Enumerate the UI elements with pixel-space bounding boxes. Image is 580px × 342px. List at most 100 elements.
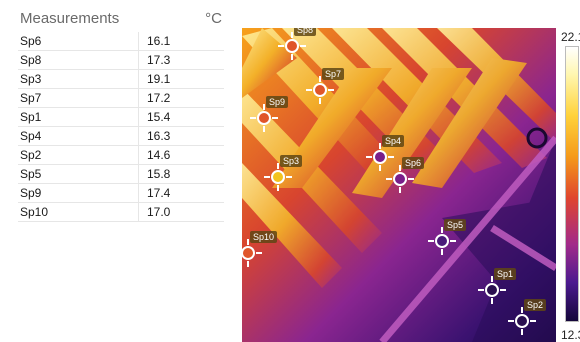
table-row[interactable]: Sp8 17.3	[18, 50, 224, 70]
crosshair-icon	[247, 261, 249, 267]
spot-value: 17.3	[138, 50, 224, 70]
crosshair-icon	[491, 298, 493, 304]
crosshair-icon	[319, 98, 321, 104]
crosshair-icon	[500, 289, 506, 291]
spot-label: Sp10	[250, 231, 278, 243]
crosshair-icon	[399, 165, 401, 171]
measurements-title: Measurements	[20, 10, 120, 27]
table-row[interactable]: Sp3 19.1	[18, 69, 224, 89]
spot-ring	[257, 111, 271, 125]
measurements-header: Measurements °C	[18, 10, 224, 32]
table-row[interactable]: Sp10 17.0	[18, 202, 224, 222]
spot-value: 15.8	[138, 164, 224, 184]
table-row[interactable]: Sp4 16.3	[18, 126, 224, 146]
crosshair-icon	[256, 252, 262, 254]
diagonal-pipe	[379, 135, 556, 342]
crosshair-icon	[300, 45, 306, 47]
crosshair-icon	[278, 45, 284, 47]
table-row[interactable]: Sp5 15.8	[18, 164, 224, 184]
warm-stripes	[242, 28, 556, 288]
spot-ring	[271, 170, 285, 184]
table-row[interactable]: Sp6 16.1	[18, 32, 224, 51]
color-scale-bar	[565, 46, 579, 322]
spot-value: 17.0	[138, 202, 224, 222]
spot-ring	[285, 39, 299, 53]
scale-min-label: 12.3	[561, 328, 580, 342]
dark-ring	[526, 127, 548, 149]
spot-label: Sp1	[494, 268, 517, 280]
spot-ring	[515, 314, 529, 328]
crosshair-icon	[286, 176, 292, 178]
crosshair-icon	[277, 185, 279, 191]
spot-ring	[313, 83, 327, 97]
spot-label: Sp4	[382, 135, 405, 147]
crosshair-icon	[478, 289, 484, 291]
crosshair-icon	[379, 143, 381, 149]
table-row[interactable]: Sp1 15.4	[18, 107, 224, 127]
spot-value: 14.6	[138, 145, 224, 165]
spot-label: Sp2	[524, 299, 547, 311]
spot-label: Sp9	[266, 96, 289, 108]
table-row[interactable]: Sp7 17.2	[18, 88, 224, 108]
crosshair-icon	[250, 117, 256, 119]
spot-label: Sp5	[444, 219, 467, 231]
crosshair-icon	[291, 32, 293, 38]
temperature-unit: °C	[205, 10, 222, 27]
crosshair-icon	[521, 307, 523, 313]
measurements-panel: Measurements °C Sp6 16.1 Sp8 17.3 Sp3 19.1 …	[18, 10, 224, 222]
spot-value: 17.2	[138, 88, 224, 108]
spot-ring	[242, 246, 255, 260]
spot-value: 16.1	[138, 32, 224, 51]
crosshair-icon	[386, 178, 392, 180]
crosshair-icon	[328, 89, 334, 91]
spot-name: Sp1	[18, 107, 139, 127]
crosshair-icon	[530, 320, 536, 322]
spot-value: 17.4	[138, 183, 224, 203]
crosshair-icon	[408, 178, 414, 180]
crosshair-icon	[263, 126, 265, 132]
crosshair-icon	[264, 176, 270, 178]
spot-ring	[435, 234, 449, 248]
spot-ring	[393, 172, 407, 186]
table-row[interactable]: Sp9 17.4	[18, 183, 224, 203]
crosshair-icon	[521, 329, 523, 335]
crosshair-icon	[441, 249, 443, 255]
spot-name: Sp2	[18, 145, 139, 165]
crosshair-icon	[450, 240, 456, 242]
crosshair-icon	[319, 76, 321, 82]
crosshair-icon	[291, 54, 293, 60]
spot-name: Sp4	[18, 126, 139, 146]
table-row[interactable]: Sp2 14.6	[18, 145, 224, 165]
thermal-image-canvas	[242, 28, 556, 342]
spot-name: Sp9	[18, 183, 139, 203]
crosshair-icon	[263, 104, 265, 110]
spot-name: Sp6	[18, 32, 139, 51]
spot-name: Sp8	[18, 50, 139, 70]
spot-value: 15.4	[138, 107, 224, 127]
crosshair-icon	[428, 240, 434, 242]
spot-label: Sp6	[402, 157, 425, 169]
spot-label: Sp8	[294, 28, 317, 36]
scale-max-label: 22.1	[561, 30, 580, 44]
spot-label: Sp3	[280, 155, 303, 167]
spot-label: Sp7	[322, 68, 345, 80]
spot-ring	[373, 150, 387, 164]
spot-name: Sp10	[18, 202, 139, 222]
crosshair-icon	[366, 156, 372, 158]
spot-ring	[485, 283, 499, 297]
crosshair-icon	[247, 239, 249, 245]
crosshair-icon	[388, 156, 394, 158]
crosshair-icon	[441, 227, 443, 233]
crosshair-icon	[508, 320, 514, 322]
spot-value: 16.3	[138, 126, 224, 146]
crosshair-icon	[277, 163, 279, 169]
spot-name: Sp7	[18, 88, 139, 108]
spot-name: Sp3	[18, 69, 139, 89]
crosshair-icon	[399, 187, 401, 193]
crosshair-icon	[272, 117, 278, 119]
thermal-image[interactable]: Sp8 Sp7 Sp9 Sp4 Sp6 Sp3 Sp5	[242, 28, 556, 342]
crosshair-icon	[379, 165, 381, 171]
measurements-table: Sp6 16.1 Sp8 17.3 Sp3 19.1 Sp7 17.2 Sp1 15.4 …	[18, 32, 224, 222]
spot-name: Sp5	[18, 164, 139, 184]
spot-value: 19.1	[138, 69, 224, 89]
